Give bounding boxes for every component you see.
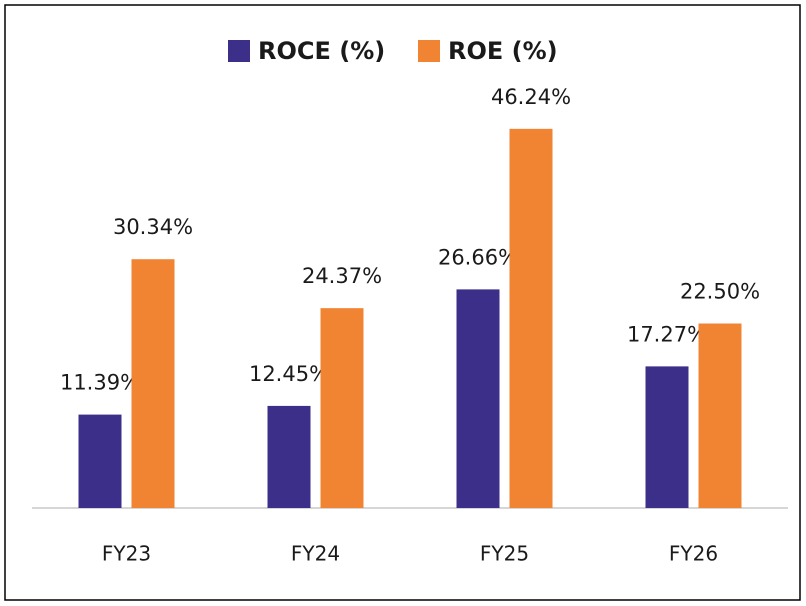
- bar: [509, 128, 553, 508]
- legend-swatch: [228, 40, 250, 62]
- x-tick-label: FY24: [291, 542, 340, 566]
- x-tick-label: FY26: [669, 542, 718, 566]
- legend-swatch: [418, 40, 440, 62]
- data-label: 26.66%: [438, 245, 518, 269]
- data-label: 11.39%: [60, 371, 140, 395]
- x-tick-label: FY23: [102, 542, 151, 566]
- bar: [78, 414, 122, 508]
- bar: [698, 323, 742, 508]
- bar: [456, 289, 500, 508]
- legend-label: ROE (%): [448, 37, 558, 65]
- data-label: 24.37%: [302, 264, 382, 288]
- data-label: 22.50%: [680, 280, 760, 304]
- x-tick-label: FY25: [480, 542, 529, 566]
- bar: [131, 259, 175, 508]
- data-label: 30.34%: [113, 215, 193, 239]
- data-label: 12.45%: [249, 362, 329, 386]
- bar: [645, 366, 689, 508]
- bar: [267, 405, 311, 508]
- data-label: 46.24%: [491, 85, 571, 109]
- data-label: 17.27%: [627, 322, 707, 346]
- bar: [320, 308, 364, 508]
- legend-label: ROCE (%): [258, 37, 385, 65]
